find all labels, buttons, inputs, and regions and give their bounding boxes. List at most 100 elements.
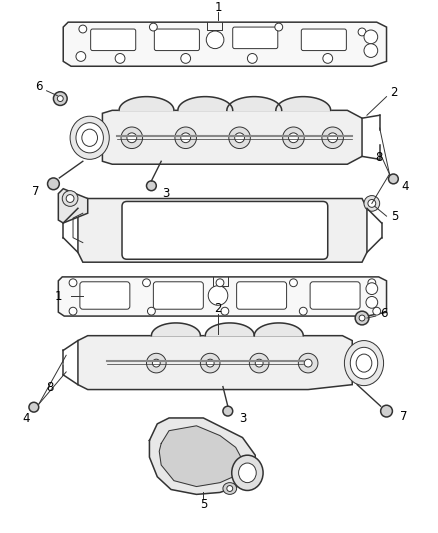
FancyBboxPatch shape [154, 29, 199, 51]
Ellipse shape [146, 353, 166, 373]
Ellipse shape [223, 482, 237, 495]
Ellipse shape [229, 127, 251, 149]
PathPatch shape [58, 277, 386, 316]
FancyBboxPatch shape [91, 29, 136, 51]
FancyBboxPatch shape [153, 282, 203, 309]
Polygon shape [276, 96, 331, 110]
Text: 3: 3 [162, 187, 170, 200]
Ellipse shape [69, 307, 77, 315]
Polygon shape [254, 323, 303, 336]
Ellipse shape [328, 133, 338, 143]
Ellipse shape [66, 195, 74, 203]
Ellipse shape [355, 311, 369, 325]
Ellipse shape [322, 127, 343, 149]
Ellipse shape [221, 307, 229, 315]
PathPatch shape [102, 110, 362, 164]
Ellipse shape [247, 53, 257, 63]
Ellipse shape [143, 279, 150, 287]
Text: 4: 4 [22, 413, 30, 425]
Ellipse shape [232, 455, 263, 490]
PathPatch shape [78, 198, 367, 262]
Ellipse shape [364, 196, 380, 211]
Ellipse shape [206, 359, 214, 367]
Ellipse shape [76, 123, 103, 153]
Ellipse shape [216, 279, 224, 287]
Ellipse shape [381, 405, 392, 417]
Text: 6: 6 [380, 306, 387, 320]
Ellipse shape [389, 174, 398, 184]
Text: 5: 5 [200, 498, 207, 511]
FancyBboxPatch shape [80, 282, 130, 309]
Ellipse shape [249, 353, 269, 373]
Text: 2: 2 [390, 86, 397, 99]
Text: 8: 8 [46, 381, 53, 394]
Ellipse shape [364, 30, 378, 44]
Text: 1: 1 [214, 1, 222, 14]
Ellipse shape [79, 25, 87, 33]
Ellipse shape [366, 283, 378, 295]
Ellipse shape [298, 353, 318, 373]
Ellipse shape [181, 53, 191, 63]
Text: 5: 5 [391, 209, 398, 223]
Text: 3: 3 [239, 413, 246, 425]
Ellipse shape [206, 31, 224, 49]
Ellipse shape [364, 44, 378, 58]
Ellipse shape [69, 279, 77, 287]
Text: 7: 7 [400, 409, 408, 423]
Ellipse shape [223, 406, 233, 416]
Text: 2: 2 [214, 302, 222, 315]
Ellipse shape [48, 178, 59, 190]
Polygon shape [227, 96, 282, 110]
Ellipse shape [149, 23, 157, 31]
FancyBboxPatch shape [310, 282, 360, 309]
Ellipse shape [350, 348, 378, 379]
Ellipse shape [299, 307, 307, 315]
Ellipse shape [366, 296, 378, 308]
Ellipse shape [373, 307, 381, 315]
Ellipse shape [62, 191, 78, 206]
Ellipse shape [127, 133, 137, 143]
Ellipse shape [121, 127, 143, 149]
Ellipse shape [70, 116, 109, 159]
Ellipse shape [235, 133, 244, 143]
FancyBboxPatch shape [237, 282, 286, 309]
Ellipse shape [290, 279, 297, 287]
Polygon shape [159, 426, 243, 487]
Ellipse shape [115, 53, 125, 63]
Ellipse shape [201, 353, 220, 373]
Text: 7: 7 [32, 185, 39, 198]
Polygon shape [149, 418, 255, 495]
FancyBboxPatch shape [233, 27, 278, 49]
Ellipse shape [358, 28, 366, 36]
Ellipse shape [181, 133, 191, 143]
Ellipse shape [304, 359, 312, 367]
Ellipse shape [227, 486, 233, 491]
Ellipse shape [356, 354, 372, 372]
Ellipse shape [255, 359, 263, 367]
Ellipse shape [359, 315, 365, 321]
Ellipse shape [208, 286, 228, 305]
Text: 6: 6 [35, 80, 42, 93]
PathPatch shape [58, 189, 88, 223]
Ellipse shape [146, 181, 156, 191]
PathPatch shape [63, 22, 386, 66]
PathPatch shape [78, 336, 352, 390]
Text: 1: 1 [55, 290, 62, 303]
Text: 4: 4 [401, 180, 409, 193]
Ellipse shape [82, 129, 98, 147]
Polygon shape [119, 96, 174, 110]
Ellipse shape [29, 402, 39, 412]
Ellipse shape [53, 92, 67, 106]
Polygon shape [205, 323, 254, 336]
Ellipse shape [368, 279, 376, 287]
Ellipse shape [175, 127, 197, 149]
Polygon shape [178, 96, 233, 110]
Ellipse shape [275, 23, 283, 31]
Ellipse shape [148, 307, 155, 315]
Ellipse shape [323, 53, 332, 63]
Ellipse shape [239, 463, 256, 482]
FancyBboxPatch shape [301, 29, 346, 51]
Ellipse shape [289, 133, 298, 143]
Ellipse shape [152, 359, 160, 367]
Ellipse shape [368, 199, 376, 207]
